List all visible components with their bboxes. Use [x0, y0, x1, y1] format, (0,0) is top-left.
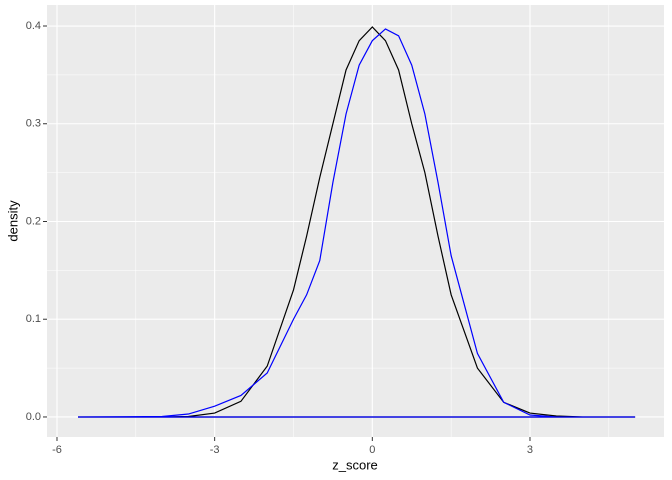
x-tick-label: -3 [210, 444, 220, 456]
x-tick-label: 0 [369, 444, 375, 456]
x-tick-label: -6 [52, 444, 62, 456]
y-tick-label: 0.4 [26, 20, 41, 32]
y-tick-label: 0.0 [26, 411, 41, 423]
y-tick-label: 0.3 [26, 118, 41, 130]
density-line [78, 28, 636, 418]
density-line [78, 26, 636, 418]
y-tick-label: 0.2 [26, 215, 41, 227]
x-tick-label: 3 [527, 444, 533, 456]
x-axis-title: z_score [332, 457, 378, 472]
y-tick-label: 0.1 [26, 313, 41, 325]
y-axis-title: density [5, 200, 20, 242]
